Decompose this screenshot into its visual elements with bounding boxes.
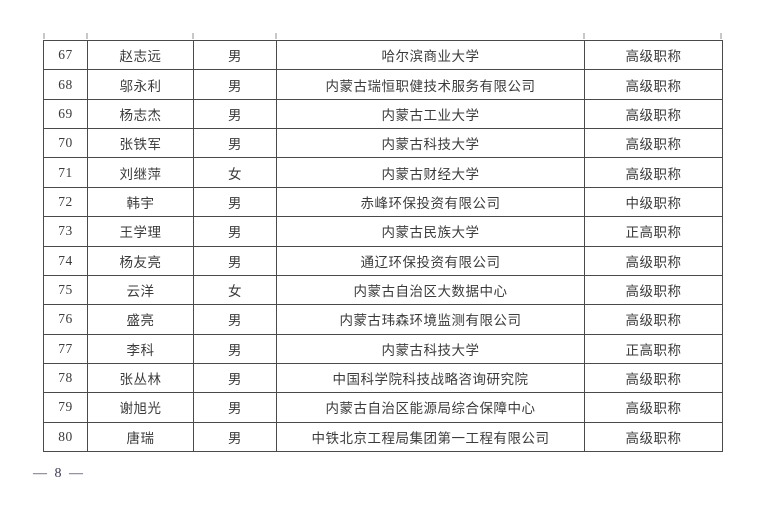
scan-artifact-stub — [720, 33, 722, 39]
cell-organization: 内蒙古工业大学 — [276, 98, 585, 130]
cell-name: 唐瑞 — [87, 421, 194, 453]
cell-name: 李科 — [87, 333, 194, 364]
cell-organization: 内蒙古自治区大数据中心 — [276, 274, 585, 306]
cell-organization: 内蒙古自治区能源局综合保障中心 — [276, 392, 585, 423]
cell-title: 高级职称 — [584, 128, 723, 159]
scan-artifact-stub — [86, 33, 88, 39]
table-row: 76 盛亮 男 内蒙古玮森环境监测有限公司 高级职称 — [43, 304, 723, 335]
cell-row-number: 72 — [43, 186, 88, 218]
cell-organization: 内蒙古民族大学 — [276, 216, 585, 247]
scan-artifact-stubs — [43, 33, 722, 40]
table-row: 67 赵志远 男 哈尔滨商业大学 高级职称 — [43, 39, 723, 71]
table-row: 68 邬永利 男 内蒙古瑞恒职健技术服务有限公司 高级职称 — [43, 69, 723, 100]
personnel-roster-table: 67 赵志远 男 哈尔滨商业大学 高级职称 68 邬永利 男 内蒙古瑞恒职健技术… — [43, 39, 723, 453]
cell-title: 高级职称 — [584, 362, 723, 394]
cell-title: 高级职称 — [584, 392, 723, 423]
cell-gender: 女 — [193, 274, 277, 306]
cell-title: 中级职称 — [584, 186, 723, 218]
cell-row-number: 71 — [43, 157, 88, 188]
cell-name: 杨友亮 — [87, 245, 194, 276]
cell-gender: 男 — [193, 333, 277, 364]
cell-title: 高级职称 — [584, 304, 723, 335]
cell-organization: 内蒙古科技大学 — [276, 333, 585, 364]
cell-gender: 男 — [193, 69, 277, 100]
cell-row-number: 73 — [43, 216, 88, 247]
cell-name: 张丛林 — [87, 362, 194, 394]
cell-row-number: 79 — [43, 392, 88, 423]
cell-name: 谢旭光 — [87, 392, 194, 423]
scan-artifact-stub — [192, 33, 194, 39]
cell-gender: 男 — [193, 98, 277, 130]
table-row: 79 谢旭光 男 内蒙古自治区能源局综合保障中心 高级职称 — [43, 392, 723, 423]
cell-name: 刘继萍 — [87, 157, 194, 188]
table-row: 73 王学理 男 内蒙古民族大学 正高职称 — [43, 216, 723, 247]
table-row: 72 韩宇 男 赤峰环保投资有限公司 中级职称 — [43, 186, 723, 218]
table-row: 69 杨志杰 男 内蒙古工业大学 高级职称 — [43, 98, 723, 130]
cell-gender: 男 — [193, 392, 277, 423]
cell-organization: 中国科学院科技战略咨询研究院 — [276, 362, 585, 394]
table-row: 70 张铁军 男 内蒙古科技大学 高级职称 — [43, 128, 723, 159]
cell-gender: 男 — [193, 186, 277, 218]
cell-name: 韩宇 — [87, 186, 194, 218]
table-row: 71 刘继萍 女 内蒙古财经大学 高级职称 — [43, 157, 723, 188]
table-row: 77 李科 男 内蒙古科技大学 正高职称 — [43, 333, 723, 364]
cell-title: 高级职称 — [584, 69, 723, 100]
cell-name: 盛亮 — [87, 304, 194, 335]
scan-artifact-stub — [275, 33, 277, 39]
cell-name: 邬永利 — [87, 69, 194, 100]
scan-artifact-stub — [583, 33, 585, 39]
cell-organization: 通辽环保投资有限公司 — [276, 245, 585, 276]
cell-organization: 内蒙古瑞恒职健技术服务有限公司 — [276, 69, 585, 100]
cell-title: 正高职称 — [584, 333, 723, 364]
cell-gender: 男 — [193, 128, 277, 159]
cell-organization: 哈尔滨商业大学 — [276, 39, 585, 71]
cell-row-number: 75 — [43, 274, 88, 306]
cell-row-number: 78 — [43, 362, 88, 394]
table-row: 80 唐瑞 男 中铁北京工程局集团第一工程有限公司 高级职称 — [43, 421, 723, 453]
cell-row-number: 68 — [43, 69, 88, 100]
cell-gender: 男 — [193, 304, 277, 335]
cell-name: 张铁军 — [87, 128, 194, 159]
cell-title: 高级职称 — [584, 157, 723, 188]
cell-gender: 男 — [193, 245, 277, 276]
cell-title: 正高职称 — [584, 216, 723, 247]
scan-artifact-stub — [43, 33, 45, 39]
page-number: — 8 — — [33, 466, 85, 481]
cell-organization: 赤峰环保投资有限公司 — [276, 186, 585, 218]
cell-organization: 中铁北京工程局集团第一工程有限公司 — [276, 421, 585, 453]
cell-title: 高级职称 — [584, 245, 723, 276]
cell-gender: 女 — [193, 157, 277, 188]
cell-organization: 内蒙古玮森环境监测有限公司 — [276, 304, 585, 335]
cell-organization: 内蒙古科技大学 — [276, 128, 585, 159]
cell-name: 王学理 — [87, 216, 194, 247]
cell-name: 云洋 — [87, 274, 194, 306]
cell-row-number: 76 — [43, 304, 88, 335]
roster-table-body: 67 赵志远 男 哈尔滨商业大学 高级职称 68 邬永利 男 内蒙古瑞恒职健技术… — [43, 39, 723, 453]
cell-row-number: 80 — [43, 421, 88, 453]
cell-title: 高级职称 — [584, 98, 723, 130]
cell-gender: 男 — [193, 421, 277, 453]
cell-name: 杨志杰 — [87, 98, 194, 130]
table-row: 75 云洋 女 内蒙古自治区大数据中心 高级职称 — [43, 274, 723, 306]
cell-gender: 男 — [193, 362, 277, 394]
table-row: 78 张丛林 男 中国科学院科技战略咨询研究院 高级职称 — [43, 362, 723, 394]
cell-title: 高级职称 — [584, 421, 723, 453]
cell-row-number: 77 — [43, 333, 88, 364]
cell-gender: 男 — [193, 216, 277, 247]
cell-row-number: 70 — [43, 128, 88, 159]
table-row: 74 杨友亮 男 通辽环保投资有限公司 高级职称 — [43, 245, 723, 276]
cell-row-number: 74 — [43, 245, 88, 276]
cell-gender: 男 — [193, 39, 277, 71]
cell-title: 高级职称 — [584, 274, 723, 306]
cell-name: 赵志远 — [87, 39, 194, 71]
cell-row-number: 69 — [43, 98, 88, 130]
cell-title: 高级职称 — [584, 39, 723, 71]
cell-organization: 内蒙古财经大学 — [276, 157, 585, 188]
cell-row-number: 67 — [43, 39, 88, 71]
